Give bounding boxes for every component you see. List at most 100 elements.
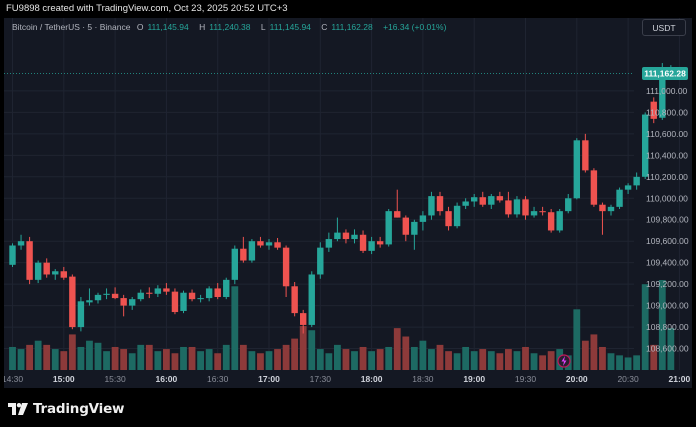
volume-bar — [599, 346, 606, 370]
volume-bar — [26, 344, 33, 370]
candle-body — [52, 271, 59, 275]
currency-button[interactable]: USDT — [642, 19, 686, 36]
volume-bar — [487, 351, 495, 370]
candle-body — [17, 241, 25, 246]
candle-body — [60, 271, 67, 278]
volume-bar — [359, 346, 367, 370]
time-tick-label: 19:30 — [515, 374, 537, 384]
candle-body — [565, 198, 572, 212]
candle-body — [428, 196, 435, 216]
candle-body — [462, 201, 469, 206]
price-tick-label: 110,600.00 — [646, 129, 688, 139]
volume-bar — [522, 346, 529, 370]
time-tick-label: 18:30 — [412, 374, 434, 384]
volume-bar — [128, 353, 136, 370]
candle-body — [69, 276, 76, 328]
candle-body — [274, 242, 281, 248]
candle-body — [43, 262, 50, 275]
candle-body — [334, 232, 341, 240]
volume-bar — [428, 349, 435, 370]
candle-body — [530, 211, 538, 216]
price-tick-label: 108,800.00 — [646, 322, 689, 332]
candle-body — [9, 245, 16, 265]
time-tick-label: 15:30 — [104, 374, 126, 384]
alert-icon[interactable] — [557, 354, 571, 368]
time-tick-label: 17:30 — [310, 374, 332, 384]
volume-bar — [154, 351, 162, 370]
volume-bar — [103, 351, 110, 370]
volume-bar — [573, 309, 581, 370]
close-value: C 111,162.28 — [321, 22, 376, 32]
candle-body — [163, 288, 170, 292]
candle-body — [205, 288, 213, 299]
candle-body — [282, 247, 290, 287]
candle-body — [590, 170, 598, 205]
candle-body — [26, 241, 33, 280]
candle-body — [94, 294, 102, 301]
volume-bar — [547, 351, 555, 370]
volume-bar — [111, 346, 119, 370]
volume-bar — [616, 355, 623, 370]
volume-bar — [291, 338, 299, 370]
candle-body — [624, 185, 632, 190]
volume-bar — [325, 353, 333, 370]
volume-bar — [239, 344, 247, 370]
chart-panel[interactable]: 111,000.00 110,800.00 110,600.00 110,400.00… — [2, 18, 692, 388]
low-value: L 111,145.94 — [261, 22, 315, 32]
candle-body — [633, 176, 640, 186]
candle-body — [488, 196, 495, 205]
price-tick-label: 109,200.00 — [646, 279, 689, 289]
chart-grid — [4, 18, 680, 370]
candle-body — [376, 241, 384, 245]
volume-bar — [60, 351, 68, 370]
candle-body — [496, 196, 504, 201]
price-tick-label: 109,400.00 — [646, 258, 689, 268]
volume-bar — [385, 346, 393, 370]
volume-bar — [479, 349, 487, 370]
price-tick-label: 109,800.00 — [646, 215, 689, 225]
volume-bar — [530, 353, 538, 370]
candle-body — [385, 211, 392, 245]
low-label: L — [260, 22, 266, 32]
volume-bar — [496, 353, 504, 370]
last-price-marker: 111,162.28 — [4, 67, 688, 81]
candle-body — [197, 298, 204, 300]
price-axis: 111,000.00 110,800.00 110,600.00 110,400.00… — [646, 86, 689, 354]
volume-bar — [257, 353, 264, 370]
last-price-label: 111,162.28 — [644, 69, 686, 79]
candle-body — [265, 242, 273, 246]
volume-bar — [624, 357, 632, 370]
open-label: O — [136, 22, 144, 32]
close-number: 111,162.28 — [331, 22, 373, 32]
candle-body — [111, 293, 119, 299]
volume-bar — [368, 351, 375, 370]
candle-body — [248, 241, 256, 261]
volume-bar — [231, 286, 239, 370]
candle-body — [556, 211, 563, 231]
symbol-name[interactable]: Bitcoin / TetherUS · 5 · Binance — [12, 22, 131, 32]
price-tick-label: 109,000.00 — [646, 301, 689, 311]
candle-body — [180, 292, 187, 311]
volume-bar — [248, 351, 256, 370]
candle-body — [308, 274, 315, 325]
volume-bar — [137, 344, 145, 370]
open-number: 111,145.94 — [147, 22, 189, 32]
credit-line: FU9898 created with TradingView.com, Oct… — [6, 3, 288, 14]
candle-body — [513, 199, 521, 215]
volume-bar — [470, 351, 478, 370]
volume-bar — [351, 351, 358, 370]
candle-body — [103, 293, 110, 295]
volume-bar — [17, 349, 25, 370]
tradingview-logo: TradingView — [8, 400, 125, 418]
symbol-legend: Bitcoin / TetherUS · 5 · Binance O 111,14… — [12, 22, 450, 32]
candle-body — [547, 212, 555, 231]
volume-bar — [308, 330, 316, 370]
change-value: +16.34 (+0.01%) — [383, 22, 447, 32]
volume-bar — [667, 328, 675, 370]
candle-body — [257, 241, 264, 246]
time-tick-label: 21:00 — [669, 374, 691, 384]
price-chart[interactable]: 111,000.00 110,800.00 110,600.00 110,400.00… — [2, 18, 692, 388]
price-tick-label: 110,000.00 — [646, 193, 688, 203]
candle-body — [368, 241, 375, 251]
